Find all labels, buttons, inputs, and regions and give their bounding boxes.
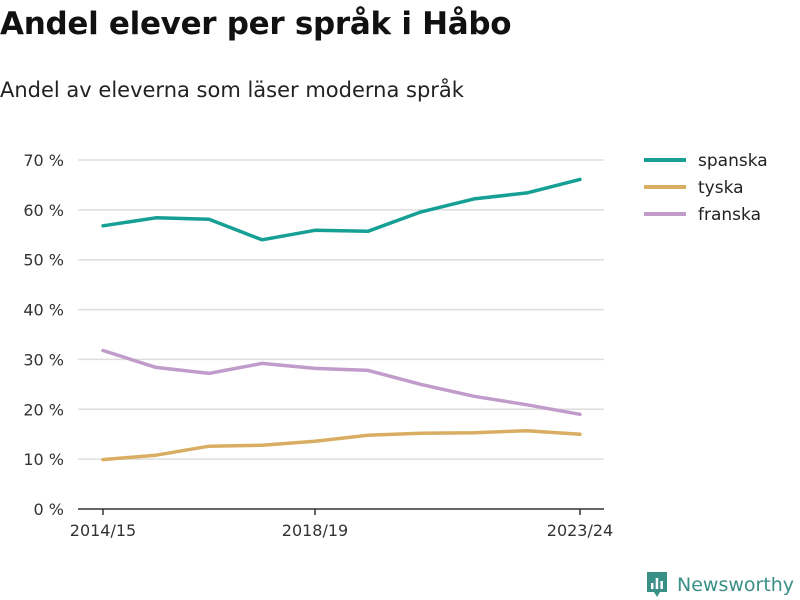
chart-subtitle: Andel av eleverna som läser moderna språ… (0, 78, 464, 102)
x-tick-label: 2023/24 (547, 521, 613, 540)
y-tick-label: 10 % (23, 450, 64, 469)
y-tick-label: 40 % (23, 301, 64, 320)
legend-label-franska: franska (698, 205, 761, 225)
chart-title: Andel elever per språk i Håbo (0, 6, 512, 42)
newsworthy-logo: Newsworthy (645, 570, 794, 600)
y-tick-label: 30 % (23, 350, 64, 369)
x-tick-label: 2014/15 (70, 521, 136, 540)
legend-label-tyska: tyska (698, 178, 744, 198)
y-tick-label: 50 % (23, 251, 64, 270)
series-line-spanska (101, 177, 582, 242)
newsworthy-logo-icon (647, 572, 667, 597)
x-tick-label: 2018/19 (282, 521, 348, 540)
newsworthy-brand-text: Newsworthy (677, 574, 795, 596)
series-line-tyska (101, 428, 582, 462)
legend-label-spanska: spanska (698, 151, 768, 171)
y-tick-label: 60 % (23, 201, 64, 220)
y-tick-label: 20 % (23, 400, 64, 419)
y-tick-label: 70 % (23, 151, 64, 170)
series-line-franska (101, 348, 582, 417)
y-tick-label: 0 % (34, 500, 64, 519)
